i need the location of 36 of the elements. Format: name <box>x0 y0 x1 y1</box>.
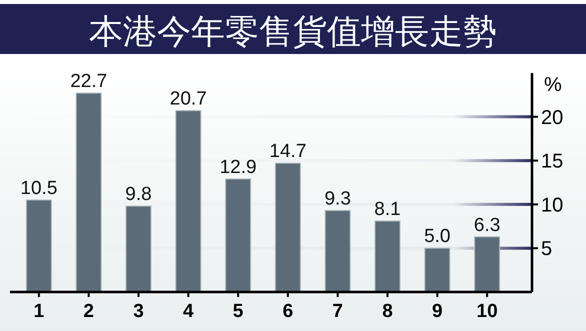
x-tick-label: 10 <box>476 301 498 322</box>
data-label: 9.3 <box>324 188 351 210</box>
x-tick-label: 5 <box>232 301 244 322</box>
bar <box>374 220 400 292</box>
chart-title: 本港今年零售貨值增長走勢 <box>89 12 497 52</box>
x-tick-label: 8 <box>382 301 393 322</box>
data-label: 10.5 <box>20 178 58 200</box>
data-label: 20.7 <box>170 88 207 110</box>
bar <box>26 200 52 292</box>
bar <box>225 178 252 292</box>
data-label: 12.9 <box>220 156 257 178</box>
y-tick-label: 20 <box>541 106 564 129</box>
bar <box>474 236 500 292</box>
bar <box>126 206 152 292</box>
x-tick-label: 4 <box>183 301 194 322</box>
y-axis-title: % <box>544 74 562 96</box>
x-tick-label: 1 <box>34 301 45 322</box>
data-label: 9.8 <box>125 184 152 206</box>
data-label: 8.1 <box>374 199 401 220</box>
data-label: 14.7 <box>269 141 306 162</box>
y-tick-label: 10 <box>541 194 564 216</box>
data-label: 22.7 <box>70 71 108 92</box>
y-tick-label: 15 <box>541 150 564 173</box>
bar <box>76 92 102 292</box>
x-tick-label: 9 <box>432 301 443 322</box>
x-tick-label: 2 <box>83 301 94 322</box>
x-tick-label: 3 <box>133 301 144 322</box>
data-label: 5.0 <box>424 226 451 248</box>
bar <box>324 210 351 292</box>
x-tick-label: 7 <box>332 301 343 322</box>
x-tick-label: 6 <box>282 301 294 322</box>
bar <box>424 248 450 292</box>
bar <box>274 162 301 292</box>
data-label: 6.3 <box>474 214 500 236</box>
y-tick-label: 5 <box>541 238 552 260</box>
bar <box>175 110 202 292</box>
